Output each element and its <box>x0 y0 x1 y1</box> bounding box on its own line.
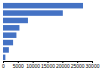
tick: 25000 <box>71 61 85 69</box>
tick-label: 5000 <box>13 63 24 69</box>
bar <box>3 10 63 16</box>
tick: 10000 <box>26 61 40 69</box>
tick: 15000 <box>41 61 55 69</box>
bar <box>3 3 83 9</box>
plot: 0 50001000015000200002500030000 <box>2 3 100 69</box>
bar <box>3 40 13 46</box>
tick-label: 25000 <box>71 63 85 69</box>
tick: 5000 <box>13 61 24 69</box>
tick-label: 30000 <box>86 63 100 69</box>
tick: 20000 <box>56 61 70 69</box>
chart: 0 50001000015000200002500030000 <box>0 0 100 71</box>
tick-label: 20000 <box>56 63 70 69</box>
bar <box>3 55 5 61</box>
tick-label: 15000 <box>41 63 55 69</box>
x-axis: 0 50001000015000200002500030000 <box>2 61 100 69</box>
bar <box>3 32 16 38</box>
tick-label: 0 <box>2 63 5 69</box>
bars <box>3 3 83 60</box>
bar <box>3 47 9 53</box>
tick: 30000 <box>86 61 100 69</box>
bar <box>3 25 19 31</box>
tick: 0 <box>2 61 5 69</box>
tick-label: 10000 <box>26 63 40 69</box>
bar <box>3 18 28 24</box>
